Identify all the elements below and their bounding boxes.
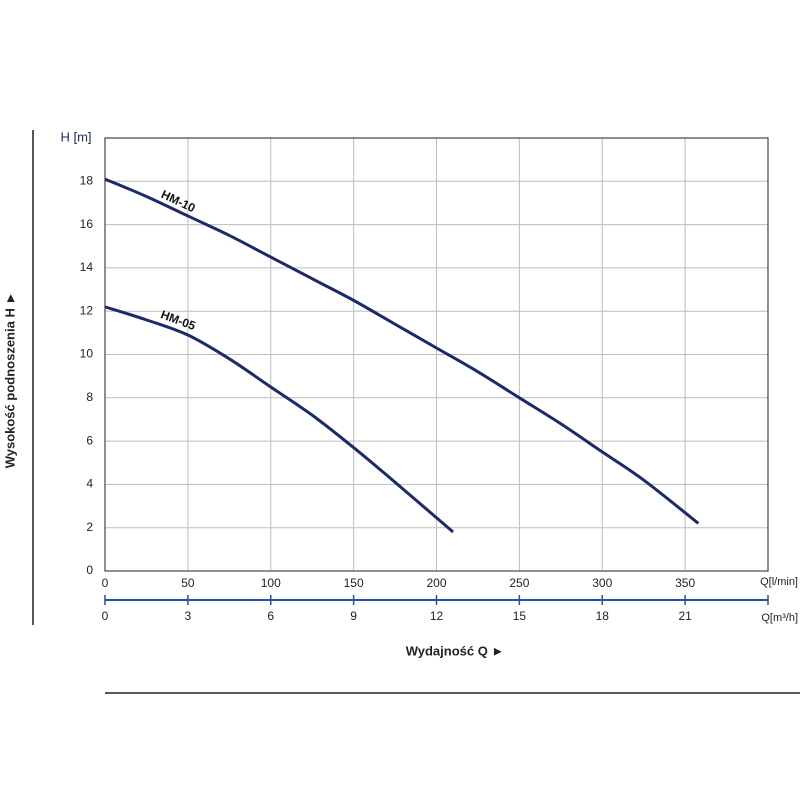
x-unit: Q[l/min] xyxy=(760,576,798,588)
x2-tick-label: 21 xyxy=(678,609,692,623)
y-tick-label: 8 xyxy=(86,390,93,404)
y-tick-label: 2 xyxy=(86,520,93,534)
x-tick-label: 150 xyxy=(344,576,364,590)
x-tick-label: 250 xyxy=(509,576,529,590)
x-tick-label: 300 xyxy=(592,576,612,590)
x-tick-label: 50 xyxy=(181,576,195,590)
x2-tick-label: 15 xyxy=(513,609,527,623)
x-tick-label: 100 xyxy=(261,576,281,590)
y-tick-label: 0 xyxy=(86,563,93,577)
x2-tick-label: 3 xyxy=(185,609,192,623)
y-tick-label: 4 xyxy=(86,477,93,491)
x2-tick-label: 9 xyxy=(350,609,357,623)
x2-tick-label: 6 xyxy=(267,609,274,623)
x-tick-label: 200 xyxy=(426,576,446,590)
y-tick-label: 16 xyxy=(80,217,94,231)
x2-unit: Q[m³/h] xyxy=(761,612,798,624)
y-tick-label: 14 xyxy=(80,260,94,274)
y-title: Wysokość podnoszenia H ► xyxy=(2,292,17,469)
x2-tick-label: 18 xyxy=(596,609,610,623)
y-tick-label: 18 xyxy=(80,173,94,187)
x2-tick-label: 0 xyxy=(102,609,109,623)
y-tick-label: 12 xyxy=(80,303,94,317)
x-tick-label: 0 xyxy=(102,576,109,590)
plot-border xyxy=(104,137,769,572)
x-title: Wydajność Q ► xyxy=(406,643,505,658)
curve xyxy=(104,305,455,534)
x2-tick-label: 12 xyxy=(430,609,444,623)
y-unit: H [m] xyxy=(60,129,91,144)
x-tick-label: 350 xyxy=(675,576,695,590)
y-tick-label: 10 xyxy=(80,347,94,361)
y-tick-label: 6 xyxy=(86,433,93,447)
curve xyxy=(104,177,700,525)
